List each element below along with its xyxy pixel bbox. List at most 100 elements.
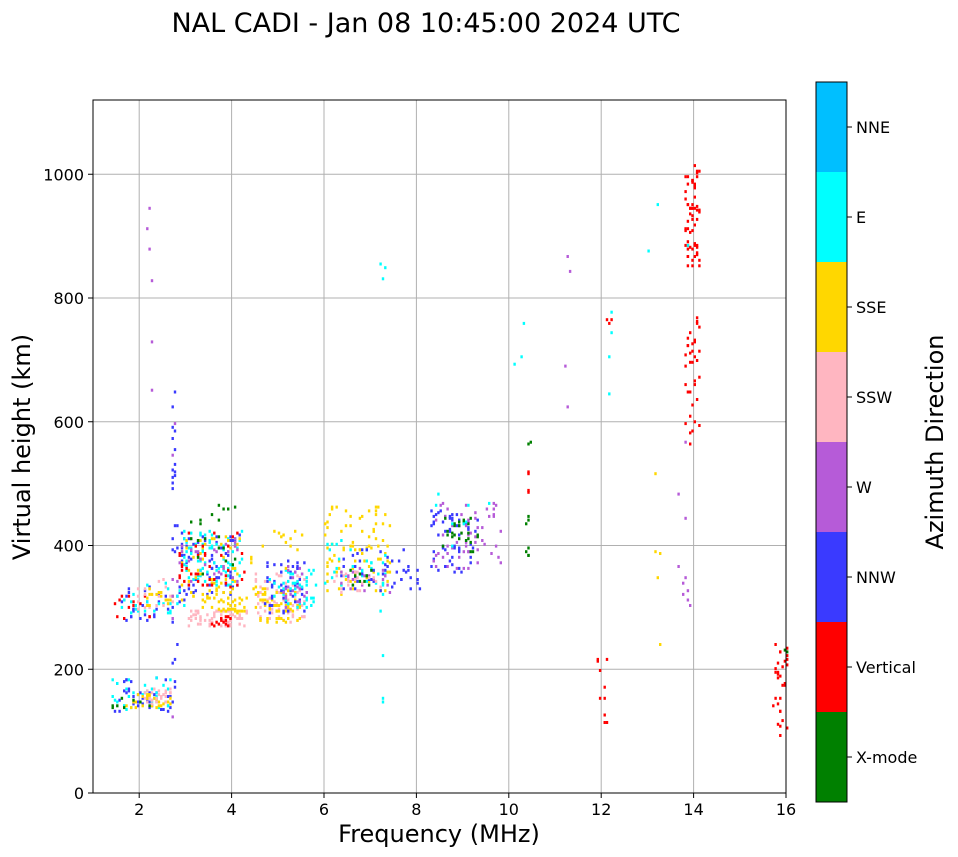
echo-point xyxy=(291,604,295,607)
echo-point xyxy=(233,609,237,613)
echo-point xyxy=(169,706,172,710)
echo-point xyxy=(326,520,329,524)
echo-point xyxy=(326,589,329,593)
echo-point xyxy=(351,578,355,581)
echo-point xyxy=(173,429,177,433)
echo-point xyxy=(693,195,696,199)
echo-point xyxy=(358,559,362,563)
echo-point xyxy=(289,576,292,580)
echo-point xyxy=(340,539,343,542)
echo-point xyxy=(296,618,299,622)
echo-point xyxy=(222,544,225,548)
echo-point xyxy=(164,585,167,589)
x-tick-label: 2 xyxy=(134,800,144,819)
echo-point xyxy=(333,553,336,557)
echo-point xyxy=(185,568,188,572)
echo-point xyxy=(143,605,147,609)
echo-point xyxy=(439,503,442,507)
echo-point xyxy=(169,691,172,695)
echo-point xyxy=(686,589,690,593)
echo-point xyxy=(222,568,225,572)
echo-point xyxy=(469,555,472,559)
echo-point xyxy=(203,537,207,541)
echo-point xyxy=(698,208,701,212)
echo-point xyxy=(227,566,230,570)
echo-point xyxy=(141,702,144,706)
echo-point xyxy=(210,566,214,570)
echo-point xyxy=(377,544,380,548)
echo-point xyxy=(222,565,225,568)
echo-point xyxy=(451,513,454,517)
echo-point xyxy=(698,375,701,379)
echo-point xyxy=(153,696,156,700)
echo-point xyxy=(245,596,248,600)
echo-point xyxy=(386,579,389,583)
echo-point xyxy=(344,524,348,528)
colorbar-segment xyxy=(816,532,847,622)
echo-point xyxy=(342,546,345,550)
echo-point xyxy=(270,585,274,589)
echo-point xyxy=(467,527,470,531)
echo-point xyxy=(340,570,343,574)
echo-point xyxy=(344,578,348,581)
echo-point xyxy=(157,689,161,693)
echo-point xyxy=(277,585,281,589)
echo-point xyxy=(231,587,234,591)
y-axis-label: Virtual height (km) xyxy=(8,334,36,560)
echo-point xyxy=(691,203,694,207)
echo-point xyxy=(169,598,172,602)
echo-point xyxy=(354,570,357,574)
echo-point xyxy=(273,579,276,583)
echo-point xyxy=(455,513,459,517)
echo-point xyxy=(263,598,267,602)
colorbar-segment xyxy=(816,172,847,262)
echo-point xyxy=(236,609,239,613)
echo-point xyxy=(340,574,343,578)
echo-point xyxy=(684,243,687,247)
echo-point xyxy=(157,592,161,596)
echo-point xyxy=(284,592,288,596)
colorbar-tick-label: NNW xyxy=(856,568,896,587)
echo-point xyxy=(448,527,452,531)
echo-point xyxy=(155,604,158,607)
echo-point xyxy=(361,570,364,574)
echo-point xyxy=(203,553,207,557)
echo-point xyxy=(284,581,288,585)
echo-point xyxy=(220,542,223,546)
echo-point xyxy=(434,513,438,517)
echo-point xyxy=(203,600,207,604)
echo-point xyxy=(367,578,371,581)
echo-point xyxy=(684,440,687,444)
echo-point xyxy=(684,197,687,201)
echo-point xyxy=(224,609,228,613)
echo-point xyxy=(238,613,241,617)
echo-point xyxy=(303,609,306,613)
echo-point xyxy=(779,674,782,678)
echo-point xyxy=(208,618,211,622)
echo-point xyxy=(150,704,154,708)
echo-point xyxy=(157,706,161,710)
echo-point xyxy=(781,683,784,687)
echo-point xyxy=(296,565,299,568)
echo-point xyxy=(363,579,366,583)
echo-point xyxy=(384,568,387,572)
echo-point xyxy=(458,518,461,522)
echo-point xyxy=(379,262,382,266)
echo-point xyxy=(148,604,151,607)
echo-point xyxy=(689,442,692,446)
echo-point xyxy=(233,604,237,607)
echo-point xyxy=(166,695,170,698)
echo-point xyxy=(303,615,306,619)
echo-point xyxy=(190,572,193,576)
echo-point xyxy=(238,539,241,542)
echo-point xyxy=(430,565,433,568)
echo-point xyxy=(280,570,283,574)
echo-point xyxy=(196,611,200,615)
echo-point xyxy=(395,570,398,574)
y-tick-label: 800 xyxy=(53,289,84,308)
echo-point xyxy=(287,565,290,568)
echo-point xyxy=(123,704,126,708)
echo-point xyxy=(686,227,690,231)
echo-point xyxy=(164,691,167,695)
